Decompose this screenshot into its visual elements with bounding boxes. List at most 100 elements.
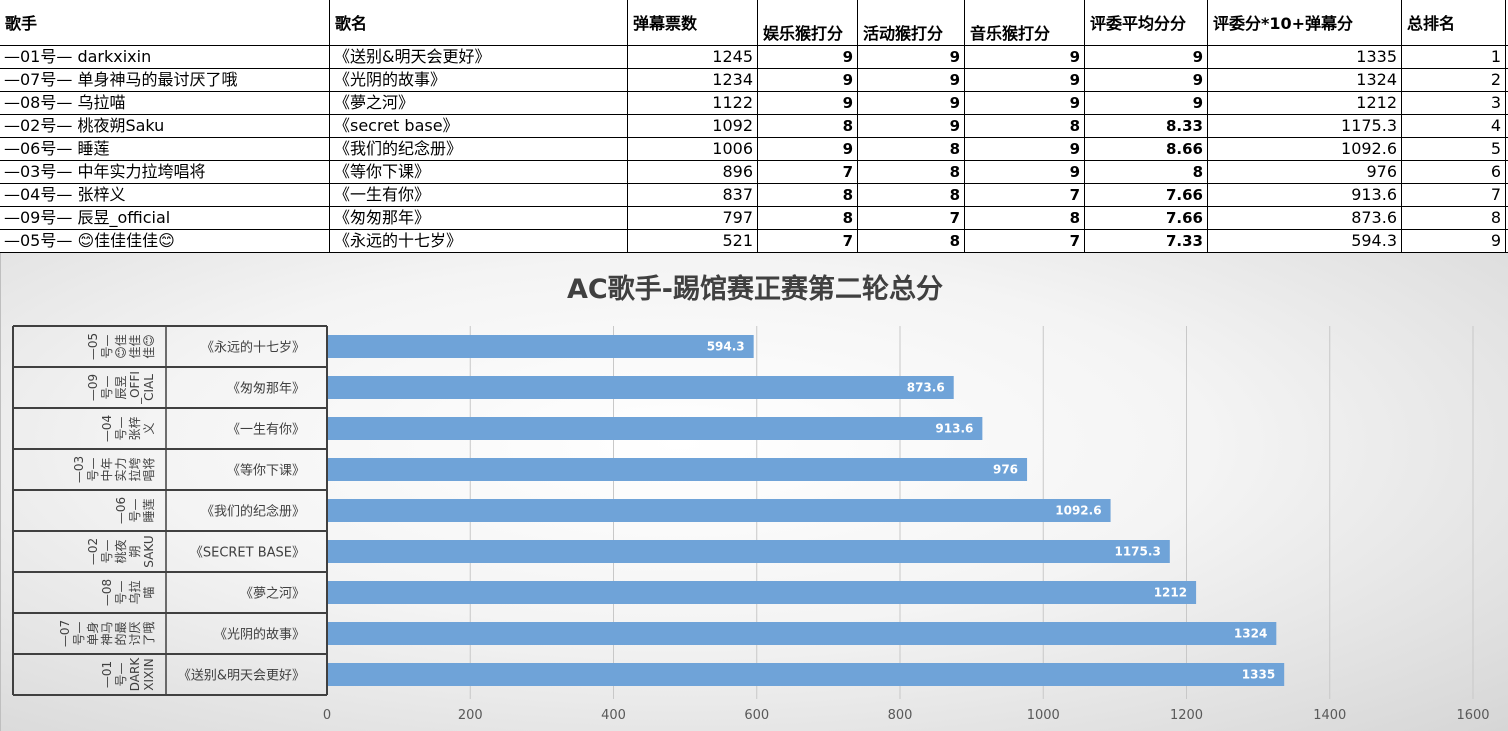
cell-rank[interactable]: 3 — [1402, 92, 1506, 114]
cell-yinyue-score[interactable]: 8 — [965, 115, 1085, 137]
cell-total-score[interactable]: 1092.6 — [1208, 138, 1402, 160]
cell-singer[interactable]: —03号— 中年实力拉垮唱将 — [0, 161, 330, 183]
cell-singer[interactable]: —04号— 张梓义 — [0, 184, 330, 206]
cell-danmaku-votes[interactable]: 1234 — [628, 69, 758, 91]
category-song-label: 《我们的纪念册》 — [201, 504, 305, 520]
cell-rank[interactable]: 5 — [1402, 138, 1506, 160]
category-singer-label: DARK — [128, 657, 142, 692]
cell-huodong-score[interactable]: 7 — [858, 207, 965, 229]
cell-danmaku-votes[interactable]: 896 — [628, 161, 758, 183]
category-singer-label: 桃夜 — [113, 539, 128, 563]
cell-yinyue-score[interactable]: 8 — [965, 207, 1085, 229]
cell-huodong-score[interactable]: 9 — [858, 92, 965, 114]
cell-song[interactable]: 《永远的十七岁》 — [330, 230, 628, 252]
cell-yule-score[interactable]: 8 — [758, 184, 858, 206]
cell-song[interactable]: 《夢之河》 — [330, 92, 628, 114]
cell-danmaku-votes[interactable]: 521 — [628, 230, 758, 252]
cell-singer[interactable]: —09号— 辰昱_official — [0, 207, 330, 229]
cell-rank[interactable]: 9 — [1402, 230, 1506, 252]
header-danmaku-votes[interactable]: 弹幕票数 — [628, 0, 758, 45]
cell-singer[interactable]: —07号— 单身神马的最讨厌了哦 — [0, 69, 330, 91]
cell-huodong-score[interactable]: 8 — [858, 230, 965, 252]
header-yule-score[interactable]: 娱乐猴打分 — [758, 0, 858, 45]
cell-danmaku-votes[interactable]: 1245 — [628, 46, 758, 68]
cell-song[interactable]: 《等你下课》 — [330, 161, 628, 183]
cell-total-score[interactable]: 976 — [1208, 161, 1402, 183]
cell-song[interactable]: 《送别&明天会更好》 — [330, 46, 628, 68]
cell-huodong-score[interactable]: 8 — [858, 161, 965, 183]
cell-judge-avg[interactable]: 7.33 — [1085, 230, 1208, 252]
x-tick-label: 400 — [601, 708, 626, 723]
cell-total-score[interactable]: 594.3 — [1208, 230, 1402, 252]
cell-yinyue-score[interactable]: 9 — [965, 46, 1085, 68]
cell-yule-score[interactable]: 8 — [758, 207, 858, 229]
cell-yule-score[interactable]: 7 — [758, 230, 858, 252]
header-rank[interactable]: 总排名 — [1402, 0, 1506, 45]
cell-song[interactable]: 《光阴的故事》 — [330, 69, 628, 91]
chart-title: AC歌手-踢馆赛正赛第二轮总分 — [567, 274, 943, 305]
cell-yinyue-score[interactable]: 9 — [965, 92, 1085, 114]
cell-song[interactable]: 《secret base》 — [330, 115, 628, 137]
cell-yule-score[interactable]: 9 — [758, 138, 858, 160]
cell-total-score[interactable]: 913.6 — [1208, 184, 1402, 206]
cell-yule-score[interactable]: 9 — [758, 46, 858, 68]
cell-total-score[interactable]: 1324 — [1208, 69, 1402, 91]
cell-singer[interactable]: —08号— 乌拉喵 — [0, 92, 330, 114]
header-total-score[interactable]: 评委分*10+弹幕分 — [1208, 0, 1402, 45]
cell-yinyue-score[interactable]: 7 — [965, 230, 1085, 252]
cell-yinyue-score[interactable]: 9 — [965, 161, 1085, 183]
cell-song[interactable]: 《我们的纪念册》 — [330, 138, 628, 160]
cell-yule-score[interactable]: 9 — [758, 92, 858, 114]
cell-yinyue-score[interactable]: 9 — [965, 138, 1085, 160]
cell-judge-avg[interactable]: 7.66 — [1085, 207, 1208, 229]
cell-yinyue-score[interactable]: 9 — [965, 69, 1085, 91]
cell-yule-score[interactable]: 8 — [758, 115, 858, 137]
cell-danmaku-votes[interactable]: 1092 — [628, 115, 758, 137]
cell-singer[interactable]: —06号— 睡莲 — [0, 138, 330, 160]
cell-judge-avg[interactable]: 9 — [1085, 46, 1208, 68]
cell-huodong-score[interactable]: 8 — [858, 184, 965, 206]
cell-rank[interactable]: 1 — [1402, 46, 1506, 68]
cell-total-score[interactable]: 1175.3 — [1208, 115, 1402, 137]
cell-total-score[interactable]: 873.6 — [1208, 207, 1402, 229]
header-judge-avg[interactable]: 评委平均分分 — [1085, 0, 1208, 45]
cell-rank[interactable]: 2 — [1402, 69, 1506, 91]
cell-singer[interactable]: —05号— 😊佳佳佳佳😊 — [0, 230, 330, 252]
cell-huodong-score[interactable]: 9 — [858, 115, 965, 137]
category-singer-label: 号— — [114, 662, 128, 686]
cell-song[interactable]: 《匆匆那年》 — [330, 207, 628, 229]
cell-danmaku-votes[interactable]: 1006 — [628, 138, 758, 160]
header-huodong-score[interactable]: 活动猴打分 — [858, 0, 965, 45]
cell-huodong-score[interactable]: 8 — [858, 138, 965, 160]
cell-judge-avg[interactable]: 7.66 — [1085, 184, 1208, 206]
category-singer-label: —01 — [100, 661, 114, 688]
header-singer[interactable]: 歌手 — [0, 0, 330, 45]
header-song[interactable]: 歌名 — [330, 0, 628, 45]
cell-rank[interactable]: 4 — [1402, 115, 1506, 137]
cell-rank[interactable]: 7 — [1402, 184, 1506, 206]
header-yinyue-score[interactable]: 音乐猴打分 — [965, 0, 1085, 45]
cell-judge-avg[interactable]: 8.33 — [1085, 115, 1208, 137]
cell-danmaku-votes[interactable]: 837 — [628, 184, 758, 206]
cell-total-score[interactable]: 1212 — [1208, 92, 1402, 114]
cell-rank[interactable]: 6 — [1402, 161, 1506, 183]
cell-singer[interactable]: —02号— 桃夜朔Saku — [0, 115, 330, 137]
cell-judge-avg[interactable]: 8 — [1085, 161, 1208, 183]
cell-yule-score[interactable]: 9 — [758, 69, 858, 91]
cell-song[interactable]: 《一生有你》 — [330, 184, 628, 206]
cell-huodong-score[interactable]: 9 — [858, 46, 965, 68]
category-singer-label: 睡莲 — [142, 498, 156, 522]
cell-danmaku-votes[interactable]: 797 — [628, 207, 758, 229]
cell-yule-score[interactable]: 7 — [758, 161, 858, 183]
cell-judge-avg[interactable]: 9 — [1085, 92, 1208, 114]
total-score-chart[interactable]: AC歌手-踢馆赛正赛第二轮总分 0 200 400 600 800 1000 1200 140… — [0, 253, 1508, 731]
cell-danmaku-votes[interactable]: 1122 — [628, 92, 758, 114]
cell-total-score[interactable]: 1335 — [1208, 46, 1402, 68]
bar — [328, 663, 1285, 686]
cell-huodong-score[interactable]: 9 — [858, 69, 965, 91]
cell-judge-avg[interactable]: 9 — [1085, 69, 1208, 91]
cell-rank[interactable]: 8 — [1402, 207, 1506, 229]
cell-yinyue-score[interactable]: 7 — [965, 184, 1085, 206]
cell-singer[interactable]: —01号— darkxixin — [0, 46, 330, 68]
cell-judge-avg[interactable]: 8.66 — [1085, 138, 1208, 160]
